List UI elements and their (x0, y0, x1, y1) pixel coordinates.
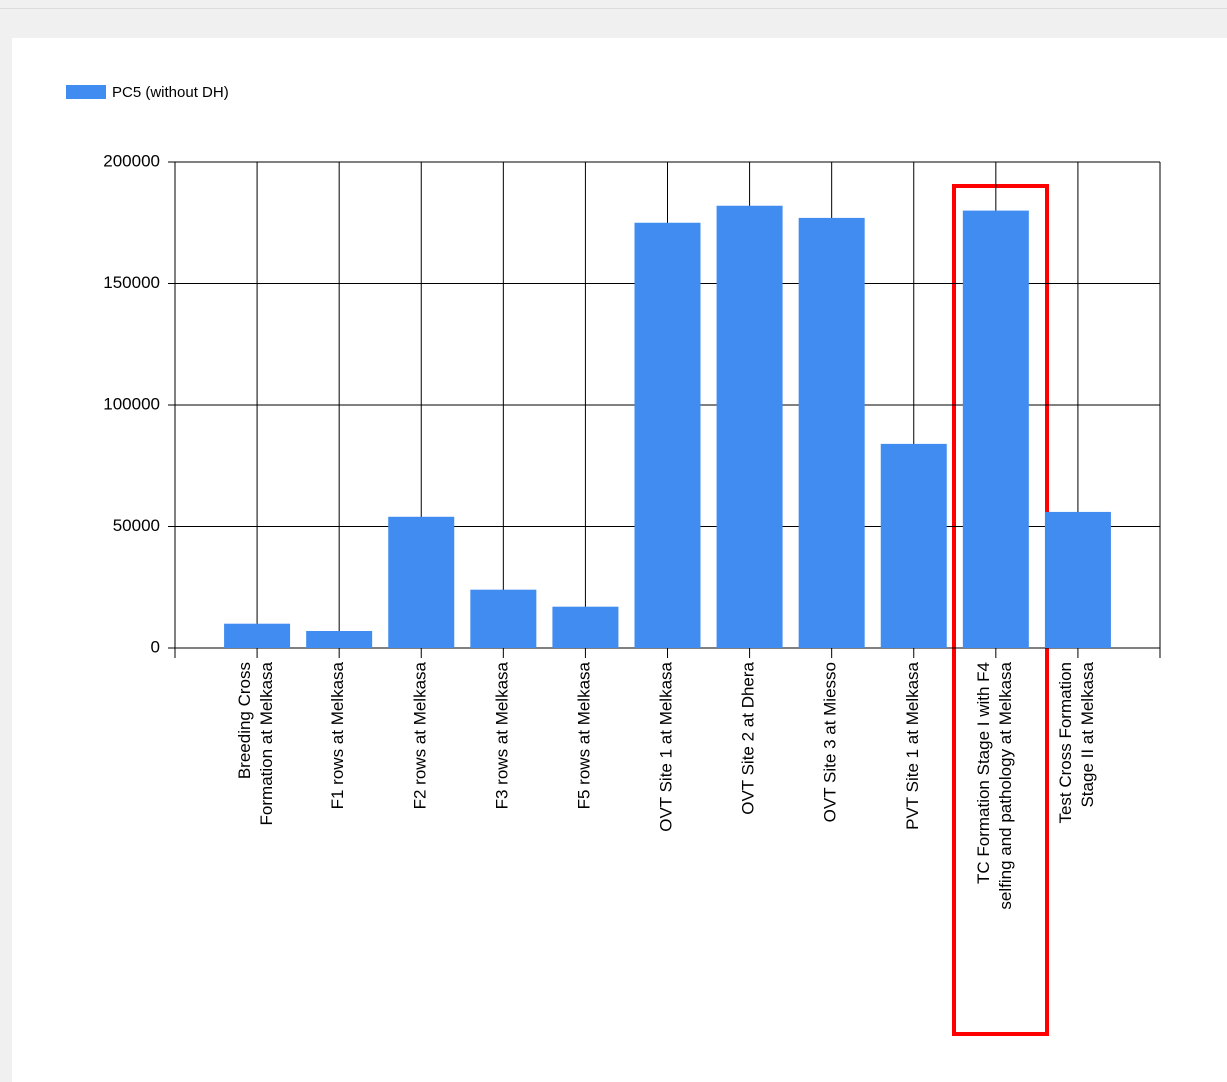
y-tick-label: 50000 (113, 516, 160, 535)
x-tick-label-line: PVT Site 1 at Melkasa (903, 661, 922, 829)
bar (552, 606, 619, 648)
x-tick-label-line: OVT Site 1 at Melkasa (657, 661, 676, 831)
x-tick-label: OVT Site 2 at Dhera (739, 661, 758, 814)
x-tick-label-line: OVT Site 2 at Dhera (739, 661, 758, 814)
x-tick-label-line: F2 rows at Melkasa (411, 661, 430, 809)
bar (962, 210, 1029, 648)
legend-label: PC5 (without DH) (112, 84, 229, 101)
x-tick-label: OVT Site 3 at Miesso (821, 662, 840, 822)
x-tick-label: PVT Site 1 at Melkasa (903, 661, 922, 829)
bar (306, 630, 373, 648)
x-tick-label-line: Test Cross Formation (1056, 662, 1075, 824)
y-tick-label: 150000 (103, 273, 160, 292)
x-tick-label-line: F1 rows at Melkasa (329, 661, 348, 809)
x-tick-label-line: Breeding Cross (236, 662, 255, 779)
x-tick-label-line: TC Formation Stage I with F4 (974, 662, 993, 884)
y-tick-label: 100000 (103, 394, 160, 413)
y-tick-label: 200000 (103, 151, 160, 170)
x-tick-label: F5 rows at Melkasa (575, 661, 594, 809)
bar (634, 222, 701, 648)
bar (470, 589, 537, 648)
x-tick-label: F3 rows at Melkasa (493, 661, 512, 809)
x-tick-label: TC Formation Stage I with F4 selfing and … (974, 661, 1015, 909)
bar (880, 443, 947, 648)
legend-swatch (66, 85, 106, 99)
x-tick-label-line: Stage II at Melkasa (1078, 661, 1097, 807)
x-tick-label-line: OVT Site 3 at Miesso (821, 662, 840, 822)
top-bar (0, 0, 1227, 9)
x-tick-label-line: F3 rows at Melkasa (493, 661, 512, 809)
y-tick-label: 0 (151, 637, 160, 656)
bar (716, 205, 783, 649)
x-tick-label: OVT Site 1 at Melkasa (657, 661, 676, 831)
x-tick-label: F1 rows at Melkasa (329, 661, 348, 809)
x-tick-label-line: F5 rows at Melkasa (575, 661, 594, 809)
x-tick-label: Test Cross Formation Stage II at Melkasa (1056, 661, 1097, 823)
bar (798, 217, 865, 648)
x-tick-label: F2 rows at Melkasa (411, 661, 430, 809)
bar (388, 516, 455, 648)
x-tick-label-line: selfing and pathology at Melkasa (996, 661, 1015, 909)
bar (224, 623, 291, 648)
x-tick-label: Breeding Cross Formation at Melkasa (236, 661, 277, 825)
x-tick-label-line: Formation at Melkasa (258, 661, 277, 825)
bar (1044, 511, 1111, 648)
